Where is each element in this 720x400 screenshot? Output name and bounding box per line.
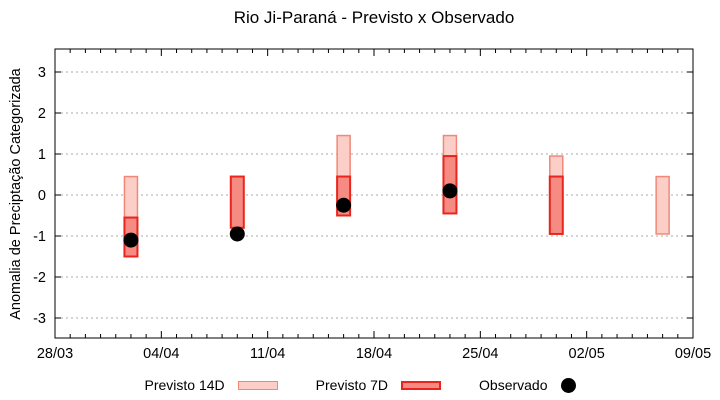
x-tick-label: 25/04	[462, 346, 498, 362]
chart-title: Rio Ji-Paraná - Previsto x Observado	[233, 8, 515, 27]
bar-previsto-14d	[336, 134, 351, 178]
bar-previsto-14d	[442, 134, 458, 157]
observado-point	[229, 226, 245, 242]
y-tick-label: 0	[38, 188, 46, 204]
observado-point	[123, 232, 139, 248]
bar-previsto-14d	[549, 155, 564, 178]
previsto-7d-swatch	[401, 380, 442, 390]
y-tick-label: 1	[38, 147, 46, 163]
observado-point	[442, 183, 458, 199]
y-tick-label: -3	[33, 311, 46, 327]
x-tick-label: 04/04	[143, 346, 179, 362]
y-tick-label: 2	[38, 106, 46, 122]
y-tick-label: -1	[33, 229, 46, 245]
bar-previsto-7d	[229, 175, 245, 229]
x-tick-label: 02/05	[569, 346, 605, 362]
x-tick-label: 28/03	[37, 346, 73, 362]
legend-item-observado: Observado	[479, 377, 576, 393]
y-tick-label: -2	[33, 270, 46, 286]
bar-previsto-14d	[123, 175, 139, 219]
bar-previsto-14d	[655, 175, 670, 235]
legend: Previsto 14D Previsto 7D Observado	[0, 377, 720, 393]
legend-label-previsto-14d: Previsto 14D	[144, 377, 225, 393]
legend-item-previsto-7d: Previsto 7D	[315, 377, 442, 393]
x-tick-label: 18/04	[356, 346, 392, 362]
y-tick-label: 3	[38, 65, 46, 81]
previsto-14d-swatch	[237, 380, 278, 390]
x-tick-label: 11/04	[250, 346, 285, 362]
bar-previsto-7d	[548, 175, 564, 235]
observado-dot-swatch	[560, 377, 576, 393]
legend-label-observado: Observado	[479, 377, 548, 393]
legend-item-previsto-14d: Previsto 14D	[145, 377, 278, 393]
observado-point	[336, 197, 352, 213]
legend-label-previsto-7d: Previsto 7D	[315, 377, 389, 393]
plot-border	[54, 48, 694, 339]
x-tick-label: 09/05	[675, 346, 711, 362]
